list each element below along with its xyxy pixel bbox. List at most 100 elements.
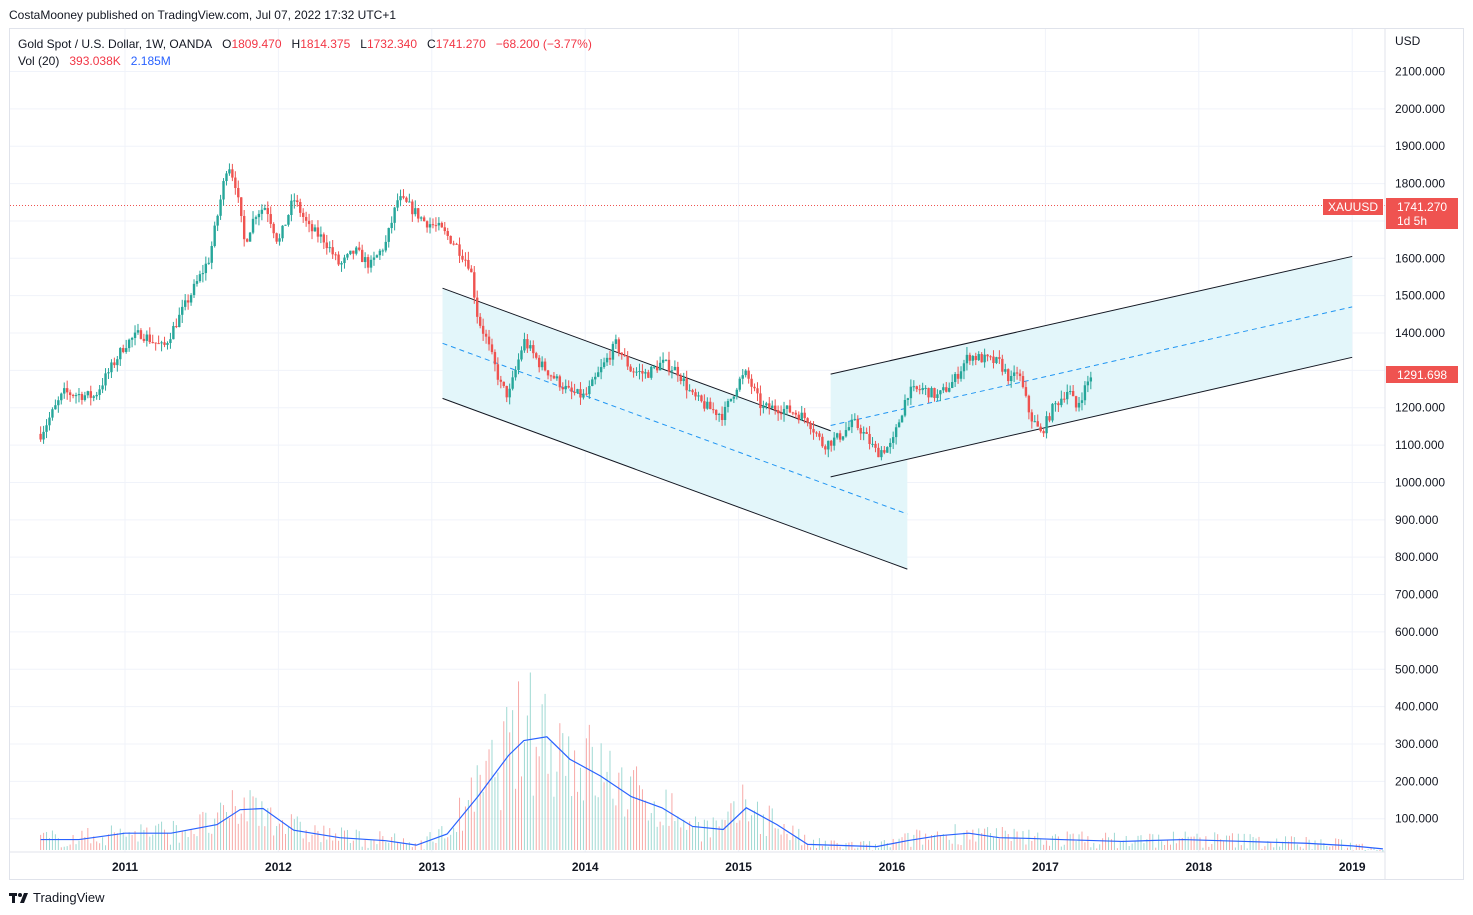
candle-body (670, 370, 674, 372)
candle-body (824, 446, 827, 450)
channel-lower-descending (442, 397, 908, 570)
candle-body (505, 385, 508, 398)
y-tick-label: 1000.000 (1395, 475, 1445, 489)
legend-ohlc-row: Gold Spot / U.S. Dollar, 1W, OANDA O1809… (18, 36, 592, 53)
candle-body (714, 409, 718, 415)
candle-body (307, 220, 311, 225)
y-tick-label: 200.000 (1395, 774, 1439, 788)
symbol-tag-bg (1323, 199, 1383, 215)
candle-body (467, 259, 470, 269)
candle-body (428, 224, 432, 228)
candle-body (390, 222, 393, 229)
candle-body (658, 362, 662, 371)
candle-body (195, 281, 199, 284)
x-tick-label: 2017 (1032, 860, 1059, 874)
tradingview-brand: TradingView (33, 890, 105, 905)
candle-body (750, 378, 753, 387)
candle-body (874, 443, 877, 448)
candle-body (661, 359, 665, 363)
candle-body (337, 254, 340, 265)
candle-body (706, 401, 709, 409)
candle-body (723, 406, 727, 421)
candle-body (871, 443, 874, 445)
volume-ma-line (40, 736, 1383, 850)
candle-body (517, 359, 520, 370)
candle-body (80, 394, 84, 400)
candle-body (655, 366, 659, 371)
y-tick-label: 500.000 (1395, 662, 1439, 676)
candle-body (1083, 385, 1087, 401)
candle-body (228, 169, 231, 174)
candle-body (1063, 398, 1066, 400)
legend-symbol[interactable]: Gold Spot / U.S. Dollar, 1W, OANDA (18, 37, 213, 51)
y-tick-label: 2100.000 (1395, 65, 1445, 79)
candle-body (546, 370, 550, 376)
candle-body (927, 387, 930, 398)
candle-body (700, 395, 703, 402)
candle-body (183, 300, 187, 307)
candle-body (402, 196, 405, 198)
candle-body (644, 372, 647, 374)
candle-body (685, 378, 688, 391)
candle-body (608, 357, 612, 360)
legend-low: 1732.340 (366, 37, 418, 51)
candle-body (86, 391, 90, 396)
candle-body (850, 419, 854, 428)
candle-body (729, 398, 733, 402)
candle-body (1024, 387, 1028, 396)
y-tick-label: 600.000 (1395, 625, 1439, 639)
candle-body (588, 385, 591, 395)
candle-body (776, 410, 780, 414)
candle-body (703, 401, 706, 409)
candle-body (989, 356, 992, 358)
candle-body (821, 436, 824, 447)
candle-body (257, 213, 261, 218)
candle-body (1039, 426, 1042, 432)
candle-body (785, 405, 789, 409)
candle-body (322, 234, 326, 243)
candle-body (570, 387, 573, 392)
y-tick-label: 1900.000 (1395, 139, 1445, 153)
candle-body (900, 415, 904, 423)
candle-body (334, 254, 337, 256)
candle-body (889, 442, 892, 448)
current-price-tag: 1741.270 (1397, 200, 1447, 214)
candle-body (366, 257, 370, 268)
channel-fill-ascending (830, 256, 1353, 477)
candle-body (906, 398, 910, 400)
candle-body (1004, 369, 1007, 372)
candle-body (284, 224, 287, 226)
candle-body (611, 343, 615, 360)
legend-vol-label[interactable]: Vol (20) (18, 54, 60, 68)
candle-body (304, 216, 308, 221)
candle-body (579, 389, 582, 398)
tradingview-logo[interactable]: TradingView (9, 890, 105, 905)
candle-body (853, 418, 857, 420)
candle-body (1015, 372, 1019, 374)
candle-body (1066, 391, 1069, 400)
candle-body (564, 385, 567, 390)
candle-body (384, 241, 387, 251)
candle-body (51, 409, 54, 418)
candle-body (844, 430, 848, 437)
candle-body (697, 395, 700, 397)
legend-change: −68.200 (−3.77%) (495, 37, 592, 51)
candle-body (222, 181, 225, 200)
candle-body (862, 432, 865, 434)
candle-body (635, 371, 638, 373)
candle-body (942, 387, 945, 391)
y-tick-label: 700.000 (1395, 588, 1439, 602)
candle-body (800, 412, 803, 421)
legend-vol-ma: 2.185M (130, 54, 171, 68)
candle-body (136, 330, 140, 333)
candle-body (455, 243, 458, 245)
candle-body (431, 224, 435, 226)
candle-body (1048, 416, 1051, 421)
candle-body (60, 393, 63, 401)
candle-body (514, 369, 517, 378)
candle-body (779, 413, 783, 415)
legend-close: 1741.270 (435, 37, 486, 51)
candle-body (213, 225, 216, 247)
candle-body (924, 387, 927, 389)
